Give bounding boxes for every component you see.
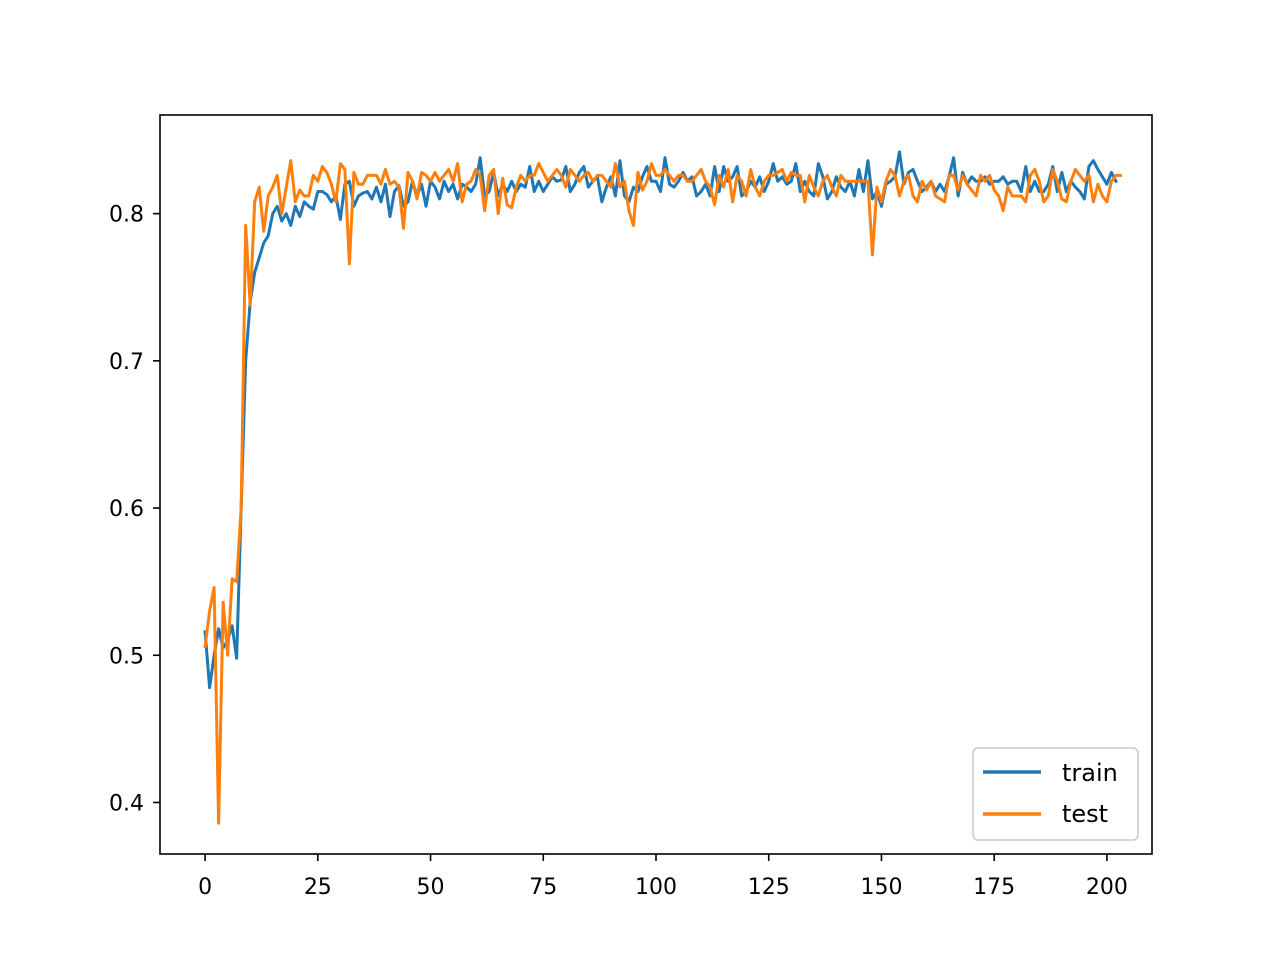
x-axis: 0 25 50 75 100 125 150 175 200 [198,854,1128,900]
x-tick-label: 200 [1086,875,1128,900]
y-tick-label: 0.5 [109,644,144,669]
x-tick-label: 25 [304,875,332,900]
x-tick-label: 0 [198,875,212,900]
series-layer [203,150,1122,825]
plot-frame [159,114,1153,855]
y-tick-label: 0.8 [109,203,144,228]
legend-label-test: test [1062,800,1108,828]
y-axis: 0.4 0.5 0.6 0.7 0.8 [109,203,160,816]
x-tick-label: 175 [973,875,1015,900]
x-tick-label: 75 [529,875,557,900]
x-tick-label: 125 [748,875,790,900]
legend: train test [972,747,1139,841]
x-tick-label: 150 [860,875,902,900]
series-line-test [203,159,1122,825]
x-tick-label: 50 [417,875,445,900]
y-tick-label: 0.6 [109,497,144,522]
y-tick-label: 0.7 [109,350,144,375]
series-line-train [203,150,1118,690]
y-tick-label: 0.4 [109,791,144,816]
x-tick-label: 100 [635,875,677,900]
legend-label-train: train [1062,759,1118,787]
